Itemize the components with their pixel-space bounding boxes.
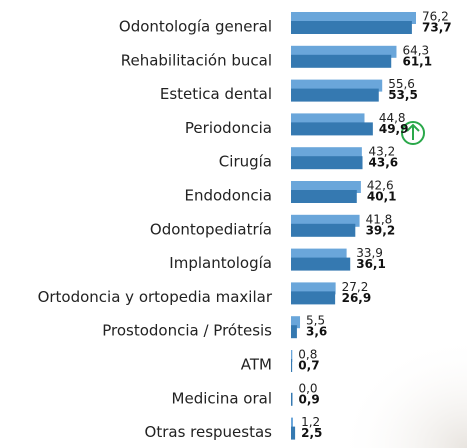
bar <box>291 21 412 34</box>
value-label: 26,9 <box>342 291 372 305</box>
bar <box>291 291 335 304</box>
value-label: 0,9 <box>298 392 319 406</box>
value-label: 3,6 <box>306 325 327 339</box>
category-label: Implantología <box>169 254 272 272</box>
bar <box>291 427 295 440</box>
bar <box>291 325 297 338</box>
bar <box>291 258 350 271</box>
category-label: Endodoncia <box>185 187 273 205</box>
value-label: 36,1 <box>356 257 386 271</box>
value-label: 0,7 <box>298 359 319 373</box>
category-label: Ortodoncia y ortopedia maxilar <box>38 288 273 306</box>
category-label: Otras respuestas <box>145 423 273 441</box>
value-label: 39,2 <box>366 223 396 237</box>
bar <box>291 89 379 102</box>
bar <box>291 156 363 169</box>
bar <box>291 55 391 68</box>
value-label: 61,1 <box>402 54 432 68</box>
category-label: Estetica dental <box>160 85 272 103</box>
value-label: 49,9 <box>379 122 409 136</box>
chart: Odontología general76,273,7Rehabilitació… <box>0 0 467 448</box>
bar <box>291 190 357 203</box>
value-label: 73,7 <box>422 21 452 35</box>
bar <box>291 122 373 135</box>
value-label: 43,6 <box>369 156 399 170</box>
value-label: 2,5 <box>301 426 322 440</box>
value-label: 40,1 <box>367 190 397 204</box>
bar <box>291 359 292 372</box>
value-label: 53,5 <box>388 88 418 102</box>
category-label: Prostodoncia / Prótesis <box>102 322 272 340</box>
category-label: Odontología general <box>119 18 272 36</box>
category-label: Medicina oral <box>172 389 272 407</box>
category-label: ATM <box>241 356 272 374</box>
category-label: Rehabilitación bucal <box>121 51 272 69</box>
category-label: Cirugía <box>219 153 272 171</box>
category-label: Periodoncia <box>185 119 272 137</box>
bar <box>291 393 292 406</box>
bar <box>291 224 355 237</box>
category-label: Odontopediatría <box>150 220 272 238</box>
